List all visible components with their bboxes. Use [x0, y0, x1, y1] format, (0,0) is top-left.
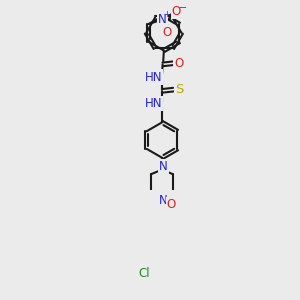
Text: O: O — [167, 198, 176, 211]
Text: N: N — [159, 160, 168, 173]
Text: O: O — [172, 5, 181, 18]
Text: HN: HN — [144, 70, 162, 83]
Text: HN: HN — [144, 97, 162, 110]
Text: +: + — [163, 10, 170, 19]
Text: Cl: Cl — [139, 267, 150, 280]
Text: N: N — [159, 194, 168, 207]
Text: S: S — [176, 83, 184, 96]
Text: O: O — [163, 26, 172, 39]
Text: −: − — [178, 3, 187, 13]
Text: O: O — [174, 57, 184, 70]
Text: N: N — [158, 13, 167, 26]
